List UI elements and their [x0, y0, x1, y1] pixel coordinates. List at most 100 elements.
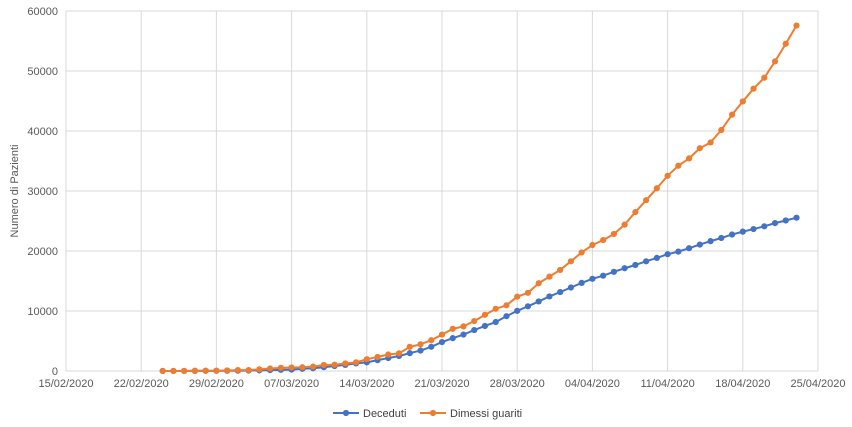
- data-point-dimessi-guariti: [524, 289, 532, 296]
- data-point-dimessi-guariti: [428, 337, 435, 344]
- data-point-dimessi-guariti: [546, 273, 553, 280]
- data-point-dimessi-guariti: [481, 311, 489, 318]
- x-tick-label: 21/03/2020: [414, 378, 469, 390]
- y-axis-title: Numero di Pazienti: [9, 145, 21, 238]
- data-point-dimessi-guariti: [653, 185, 660, 192]
- legend-marker-dimessi-guariti: [429, 409, 437, 417]
- x-tick-label: 29/02/2020: [189, 378, 244, 390]
- data-point-deceduti: [535, 298, 542, 305]
- x-tick-label: 22/02/2020: [114, 378, 169, 390]
- x-tick-label: 11/04/2020: [640, 378, 694, 390]
- data-point-dimessi-guariti: [299, 364, 306, 371]
- data-point-deceduti: [632, 261, 639, 269]
- data-point-deceduti: [782, 217, 789, 224]
- data-point-dimessi-guariti: [213, 367, 220, 374]
- y-tick-label: 20000: [27, 246, 58, 258]
- y-tick-label: 10000: [27, 306, 58, 318]
- data-point-dimessi-guariti: [782, 40, 789, 47]
- data-point-dimessi-guariti: [632, 208, 639, 216]
- data-point-deceduti: [589, 275, 596, 282]
- data-point-dimessi-guariti: [202, 367, 209, 374]
- x-tick-label: 18/04/2020: [715, 378, 770, 390]
- data-point-deceduti: [621, 265, 628, 272]
- data-point-deceduti: [567, 284, 575, 291]
- legend-label-deceduti: Deceduti: [363, 408, 406, 420]
- data-point-dimessi-guariti: [503, 302, 510, 309]
- data-point-dimessi-guariti: [750, 85, 757, 92]
- data-point-dimessi-guariti: [385, 351, 392, 358]
- data-point-dimessi-guariti: [471, 317, 478, 325]
- data-point-dimessi-guariti: [643, 197, 650, 204]
- data-point-dimessi-guariti: [492, 305, 499, 312]
- data-point-dimessi-guariti: [352, 359, 360, 366]
- data-point-deceduti: [771, 220, 779, 227]
- data-point-dimessi-guariti: [696, 145, 703, 152]
- data-point-dimessi-guariti: [793, 22, 800, 29]
- data-point-deceduti: [406, 350, 413, 357]
- data-point-deceduti: [696, 241, 703, 248]
- data-point-dimessi-guariti: [621, 221, 628, 228]
- y-axis-tick-labels: 0 10000 20000 30000 40000 50000 60000: [27, 6, 58, 378]
- data-point-dimessi-guariti: [535, 280, 542, 287]
- data-point-deceduti: [793, 214, 800, 221]
- data-point-dimessi-guariti: [406, 343, 413, 350]
- data-point-dimessi-guariti: [181, 367, 188, 375]
- data-point-deceduti: [546, 293, 553, 300]
- data-point-deceduti: [685, 245, 693, 252]
- legend-label-dimessi-guariti: Dimessi guariti: [450, 408, 522, 420]
- data-point-deceduti: [524, 303, 532, 310]
- data-point-dimessi-guariti: [395, 350, 403, 357]
- x-axis-tick-labels: 15/02/2020 22/02/2020 29/02/2020 07/03/2020…: [38, 378, 845, 390]
- data-point-deceduti: [600, 272, 607, 279]
- data-point-dimessi-guariti: [600, 237, 607, 244]
- data-point-dimessi-guariti: [514, 293, 521, 300]
- data-point-deceduti: [471, 326, 478, 334]
- data-point-dimessi-guariti: [718, 126, 725, 134]
- data-point-deceduti: [417, 347, 424, 354]
- data-point-dimessi-guariti: [707, 139, 714, 146]
- x-tick-label: 28/03/2020: [490, 378, 545, 390]
- y-tick-label: 0: [52, 366, 58, 378]
- data-point-deceduti: [557, 288, 564, 296]
- series-layer: [159, 22, 800, 375]
- x-tick-label: 07/03/2020: [264, 378, 319, 390]
- data-point-deceduti: [761, 223, 768, 230]
- data-point-dimessi-guariti: [267, 365, 274, 372]
- data-point-dimessi-guariti: [417, 341, 424, 348]
- data-point-deceduti: [449, 335, 456, 342]
- data-point-deceduti: [750, 225, 757, 233]
- data-point-deceduti: [578, 279, 585, 287]
- x-tick-label: 04/04/2020: [565, 378, 620, 390]
- data-point-dimessi-guariti: [578, 249, 585, 256]
- data-point-dimessi-guariti: [739, 98, 746, 105]
- data-point-deceduti: [610, 268, 617, 275]
- data-point-deceduti: [707, 238, 714, 245]
- data-point-dimessi-guariti: [363, 356, 370, 363]
- data-point-dimessi-guariti: [771, 58, 779, 65]
- data-point-deceduti: [481, 322, 489, 330]
- data-point-dimessi-guariti: [342, 360, 349, 367]
- data-point-dimessi-guariti: [567, 258, 575, 265]
- series-dimessi-guariti: [159, 22, 800, 375]
- data-point-dimessi-guariti: [309, 363, 317, 370]
- legend-item-dimessi-guariti: Dimessi guariti: [420, 408, 522, 420]
- data-point-deceduti: [664, 251, 671, 258]
- data-point-dimessi-guariti: [589, 241, 596, 249]
- data-point-dimessi-guariti: [224, 367, 231, 374]
- data-point-dimessi-guariti: [331, 361, 338, 368]
- data-point-dimessi-guariti: [610, 230, 617, 238]
- data-point-dimessi-guariti: [675, 162, 682, 169]
- data-point-dimessi-guariti: [288, 364, 295, 371]
- data-point-deceduti: [428, 343, 435, 350]
- x-tick-label: 14/03/2020: [339, 378, 394, 390]
- data-point-deceduti: [643, 258, 650, 265]
- legend: Deceduti Dimessi guariti: [333, 408, 522, 420]
- data-point-deceduti: [514, 307, 521, 314]
- data-point-dimessi-guariti: [256, 366, 263, 373]
- y-tick-label: 50000: [27, 66, 58, 78]
- data-point-dimessi-guariti: [728, 111, 736, 118]
- data-point-deceduti: [503, 313, 510, 320]
- data-point-dimessi-guariti: [191, 367, 199, 374]
- data-point-dimessi-guariti: [460, 323, 467, 330]
